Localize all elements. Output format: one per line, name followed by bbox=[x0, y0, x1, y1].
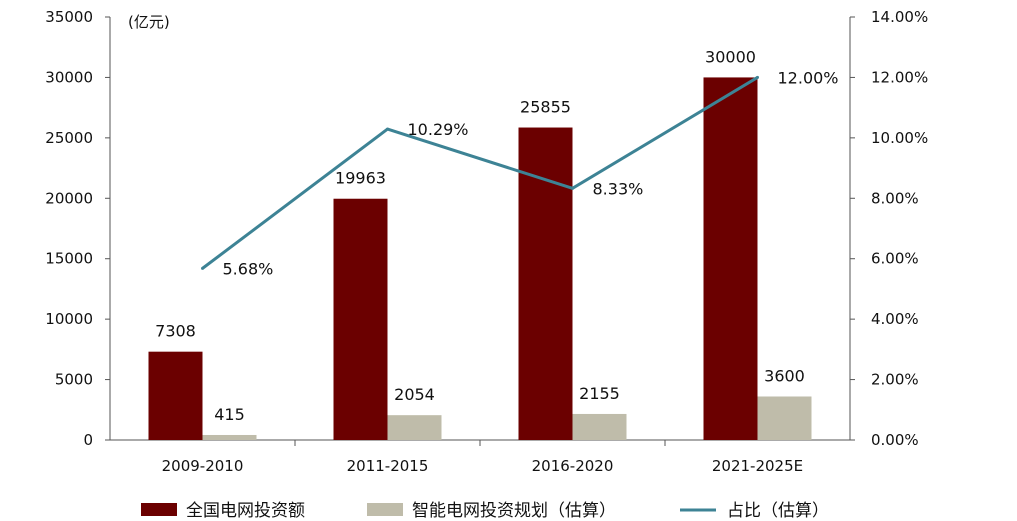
ratio-point bbox=[571, 186, 574, 190]
axes: 0 5000 10000 15000 20000 25000 30000 35000 0.00%… bbox=[45, 8, 928, 475]
right-axis-tick-label: 10.00% bbox=[871, 129, 928, 147]
ratio-series-line bbox=[201, 76, 759, 270]
right-axis-tick-label: 2.00% bbox=[871, 371, 919, 389]
ratio-value-label: 12.00% bbox=[778, 68, 839, 87]
left-axis-tick-label: 20000 bbox=[45, 189, 93, 207]
ratio-value-label: 10.29% bbox=[408, 120, 469, 139]
right-axis-tick-label: 8.00% bbox=[871, 189, 919, 207]
ratio-line bbox=[201, 75, 759, 270]
bar-value-label: 7308 bbox=[155, 322, 196, 341]
x-axis-category-label: 2011-2015 bbox=[347, 457, 429, 475]
right-axis-tick-label: 14.00% bbox=[871, 8, 928, 26]
left-axis-tick-label: 30000 bbox=[45, 68, 93, 86]
legend-swatch-grid-investment bbox=[141, 503, 177, 516]
left-axis-unit-label: (亿元) bbox=[128, 13, 170, 31]
left-axis-tick-label: 0 bbox=[83, 431, 93, 449]
bar-value-label: 2054 bbox=[394, 385, 435, 404]
left-axis-tick-label: 15000 bbox=[45, 250, 93, 268]
left-axis-tick-label: 10000 bbox=[45, 310, 93, 328]
bar-grid-investment bbox=[333, 198, 388, 440]
bar-value-label: 30000 bbox=[705, 47, 756, 66]
bar-smart-grid-investment bbox=[757, 396, 812, 440]
x-axis-category-label: 2016-2020 bbox=[532, 457, 614, 475]
ratio-value-label: 8.33% bbox=[593, 179, 644, 198]
right-axis-tick-label: 6.00% bbox=[871, 250, 919, 268]
bar-smart-grid-investment bbox=[572, 413, 627, 440]
bar-grid-investment bbox=[703, 77, 758, 440]
legend-label-grid-investment: 全国电网投资额 bbox=[186, 501, 305, 521]
legend-label-ratio: 占比（估算） bbox=[727, 501, 829, 521]
bar-value-label: 2155 bbox=[579, 384, 620, 403]
bar-value-label: 25855 bbox=[520, 98, 571, 117]
right-axis-tick-label: 4.00% bbox=[871, 310, 919, 328]
left-axis-tick-label: 25000 bbox=[45, 129, 93, 147]
ratio-point bbox=[756, 75, 759, 79]
x-axis-category-label: 2009-2010 bbox=[162, 457, 244, 475]
right-axis-tick-label: 12.00% bbox=[871, 68, 928, 86]
legend: 全国电网投资额 智能电网投资规划（估算） 占比（估算） bbox=[141, 501, 829, 521]
left-axis-tick-label: 35000 bbox=[45, 8, 93, 26]
legend-swatch-smart-grid bbox=[367, 503, 403, 516]
bar-value-label: 19963 bbox=[335, 169, 386, 188]
ratio-point bbox=[201, 266, 204, 270]
right-axis-tick-label: 0.00% bbox=[871, 431, 919, 449]
data-labels: 7308 415 19963 2054 25855 2155 30000 3600 5.68% 1… bbox=[155, 47, 838, 424]
x-axis-category-label: 2021-2025E bbox=[712, 457, 803, 475]
bar-grid-investment bbox=[148, 351, 203, 440]
ratio-value-label: 5.68% bbox=[223, 259, 274, 278]
left-axis-tick-label: 5000 bbox=[55, 371, 93, 389]
bar-value-label: 415 bbox=[214, 405, 245, 424]
bars bbox=[148, 77, 812, 440]
legend-label-smart-grid: 智能电网投资规划（估算） bbox=[412, 501, 616, 521]
ratio-point bbox=[386, 127, 389, 131]
bar-smart-grid-investment bbox=[202, 434, 257, 440]
bar-smart-grid-investment bbox=[387, 415, 442, 440]
bar-value-label: 3600 bbox=[764, 366, 805, 385]
